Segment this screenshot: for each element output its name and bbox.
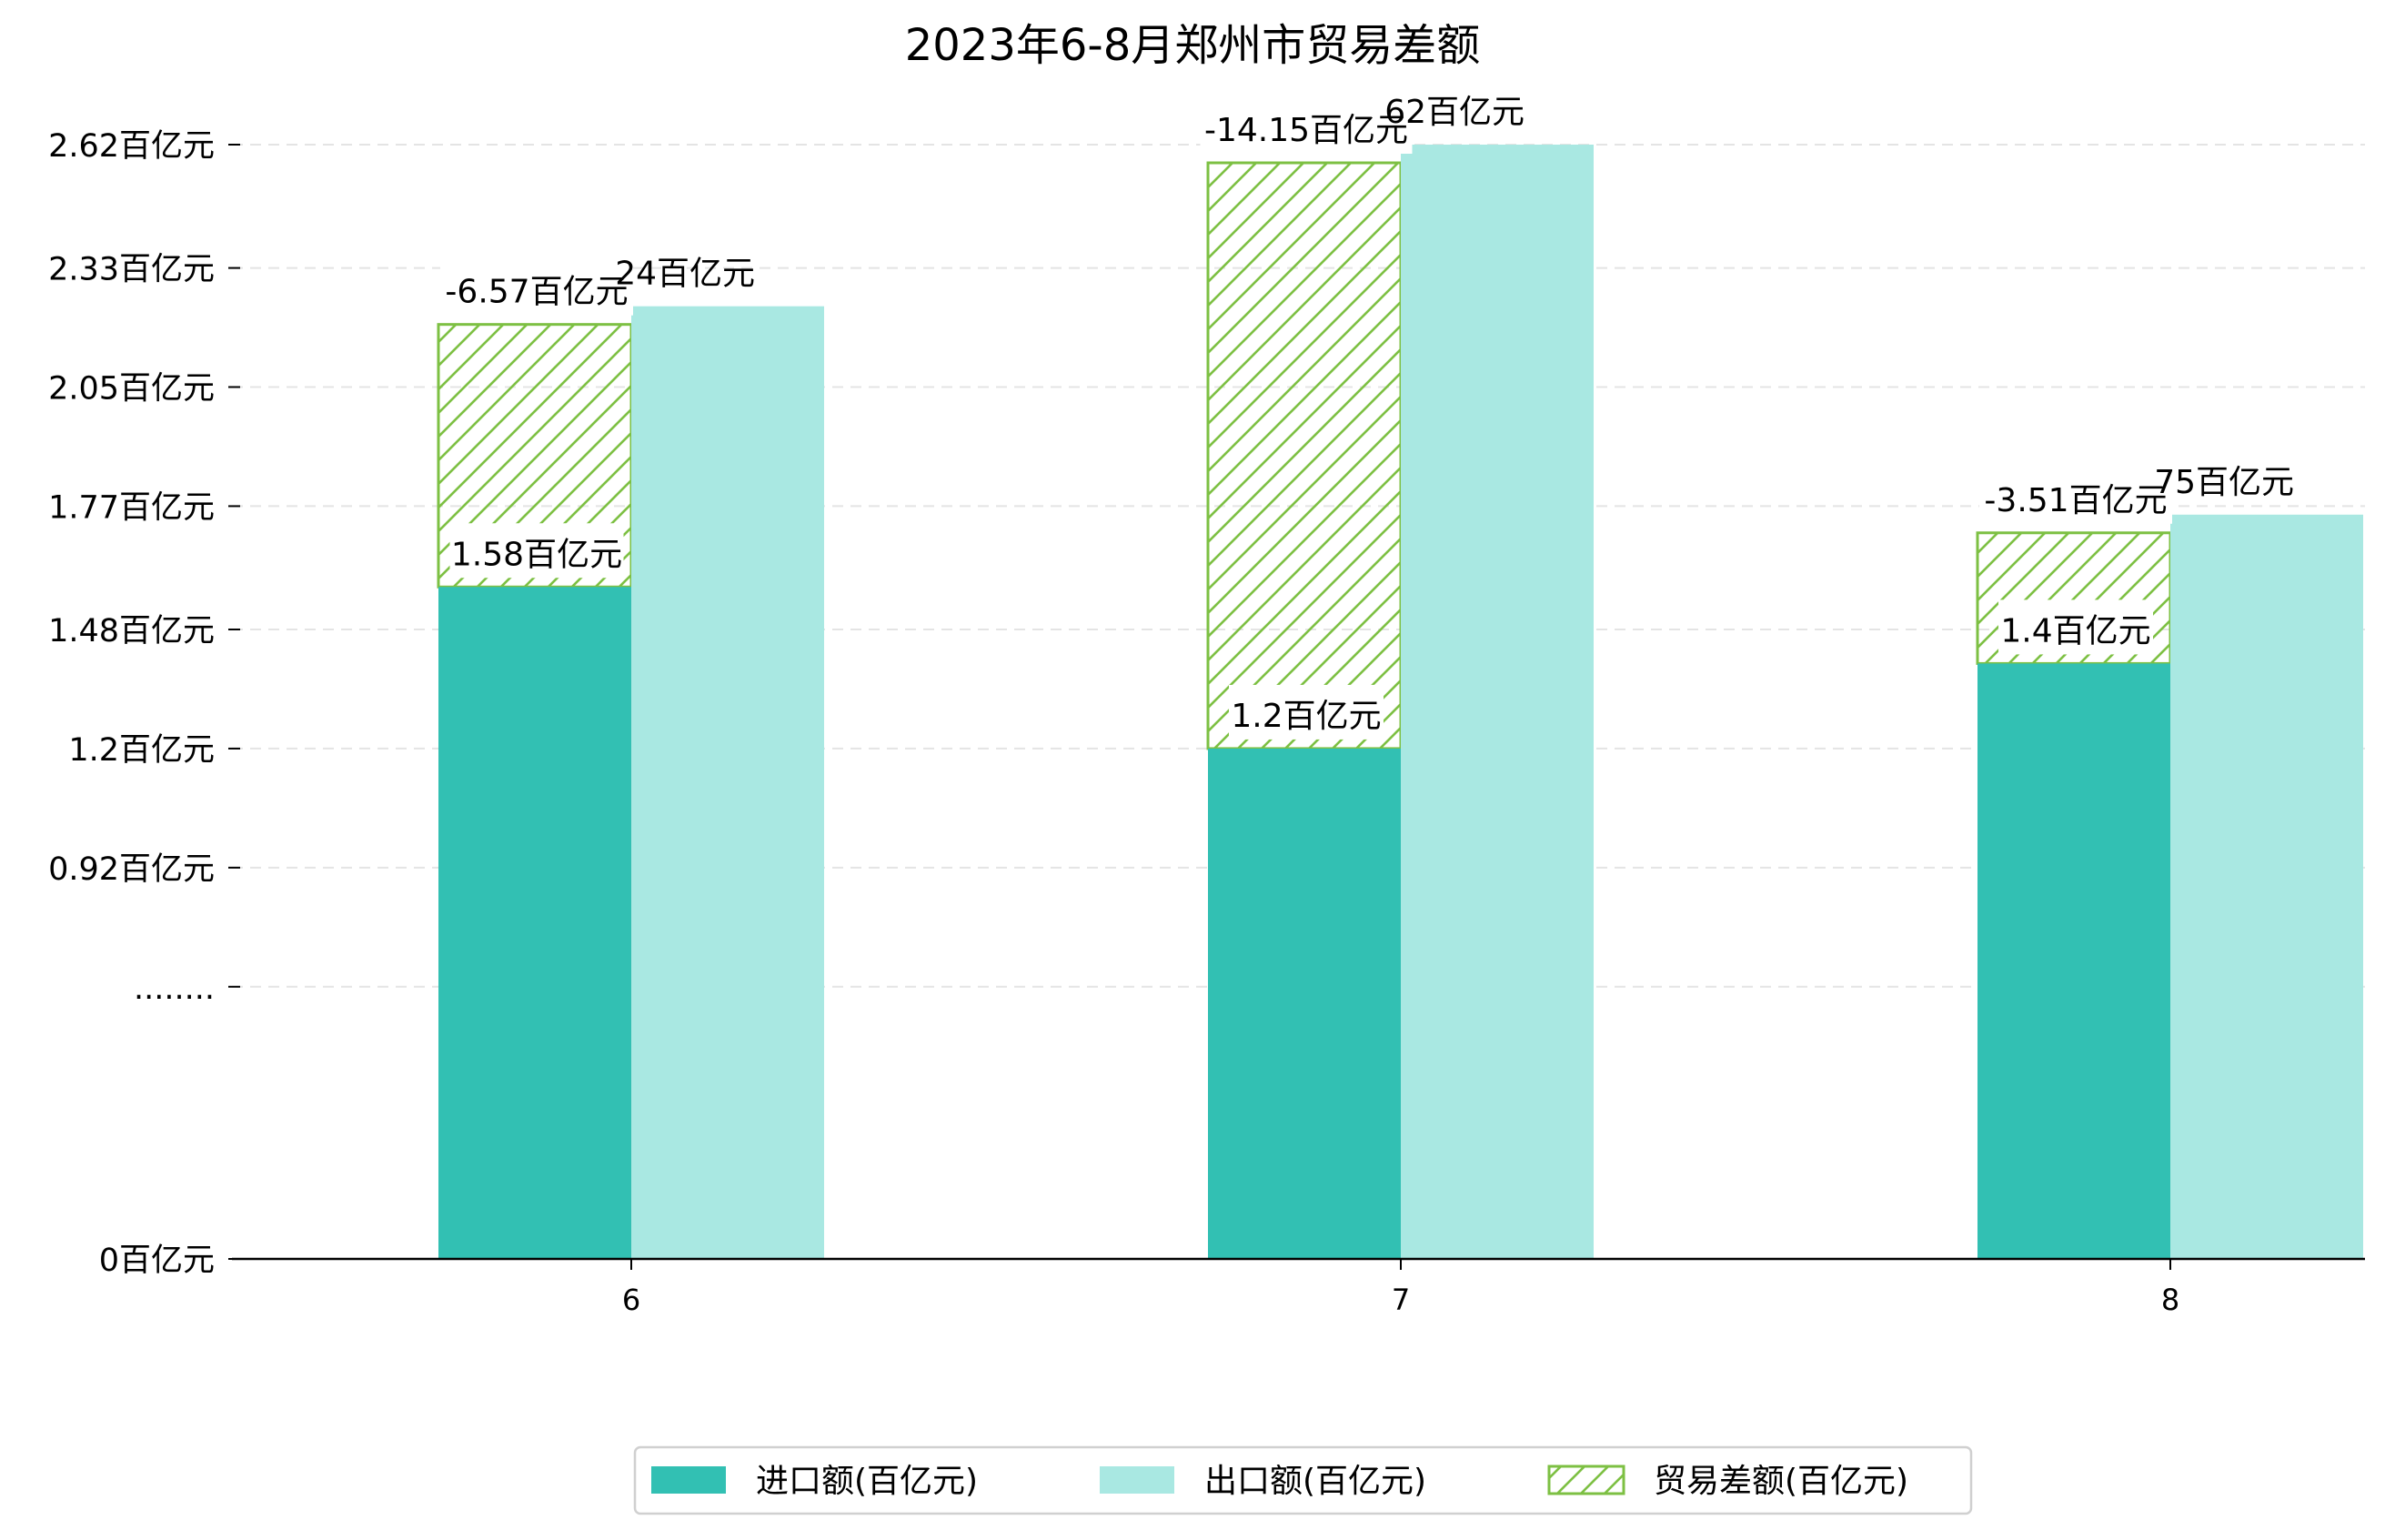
balance-value-label-box [440, 260, 633, 316]
legend-label: 贸易差额(百亿元) [1654, 1463, 1908, 1500]
axis-layer: 0百亿元........ 0.92百亿元 1.2百亿元 1.48百亿元 1.77百亿元 2… [48, 128, 2365, 1317]
export-value-label: 75百亿元 [2154, 464, 2294, 501]
balance-value-label-box [1979, 468, 2172, 524]
import-value-label-box [449, 523, 624, 579]
import-bar [1208, 748, 1401, 1259]
export-bar [1401, 145, 1594, 1259]
legend-label: 进口额(百亿元) [756, 1463, 978, 1500]
import-value-label: 1.4百亿元 [2000, 612, 2150, 649]
chart-title: 2023年6-8月郑州市贸易差额 [905, 20, 1481, 71]
balance-value-label-box [1200, 99, 1413, 154]
balance-bar [1206, 161, 1403, 750]
legend-swatch [1547, 1465, 1625, 1495]
legend-swatch [651, 1466, 726, 1494]
x-tick-label: 6 [622, 1283, 640, 1317]
x-tick-label: 8 [2161, 1283, 2179, 1317]
export-value-label: 62百亿元 [1384, 94, 1525, 131]
y-tick-label: 0百亿元 [99, 1243, 215, 1279]
balance-value-label: -3.51百亿元 [1984, 482, 2167, 519]
y-tick-label: 2.33百亿元 [48, 252, 215, 288]
legend-frame [633, 1445, 1973, 1515]
legend-label: 出口额(百亿元) [1204, 1463, 1426, 1500]
balance-value-label: -6.57百亿元 [445, 274, 628, 311]
y-tick-label: 1.2百亿元 [68, 732, 215, 769]
x-tick-label: 7 [1392, 1283, 1410, 1317]
import-value-label-box [1998, 599, 2153, 655]
legend: 进口额(百亿元) 出口额(百亿元) 贸易差额(百亿元) [633, 1445, 1973, 1515]
import-value-label: 1.58百亿元 [451, 536, 622, 573]
y-tick-label: 1.77百亿元 [48, 489, 215, 526]
bar-layer [437, 145, 2363, 1259]
export-bar [631, 306, 824, 1259]
legend-swatch [1100, 1466, 1174, 1494]
y-tick-label: 2.62百亿元 [48, 128, 215, 165]
y-tick-label: 2.05百亿元 [48, 371, 215, 408]
import-bar [438, 587, 631, 1259]
import-value-label-box [1229, 684, 1384, 740]
y-tick-label: ........ [134, 971, 215, 1007]
export-value-label: 24百亿元 [615, 256, 755, 293]
import-value-label: 1.2百亿元 [1231, 698, 1381, 735]
y-tick-label: 1.48百亿元 [48, 613, 215, 649]
export-bar [2170, 514, 2363, 1259]
balance-value-label: -14.15百亿元 [1204, 112, 1408, 149]
import-bar [1977, 663, 2170, 1259]
y-tick-label: 0.92百亿元 [48, 851, 215, 888]
